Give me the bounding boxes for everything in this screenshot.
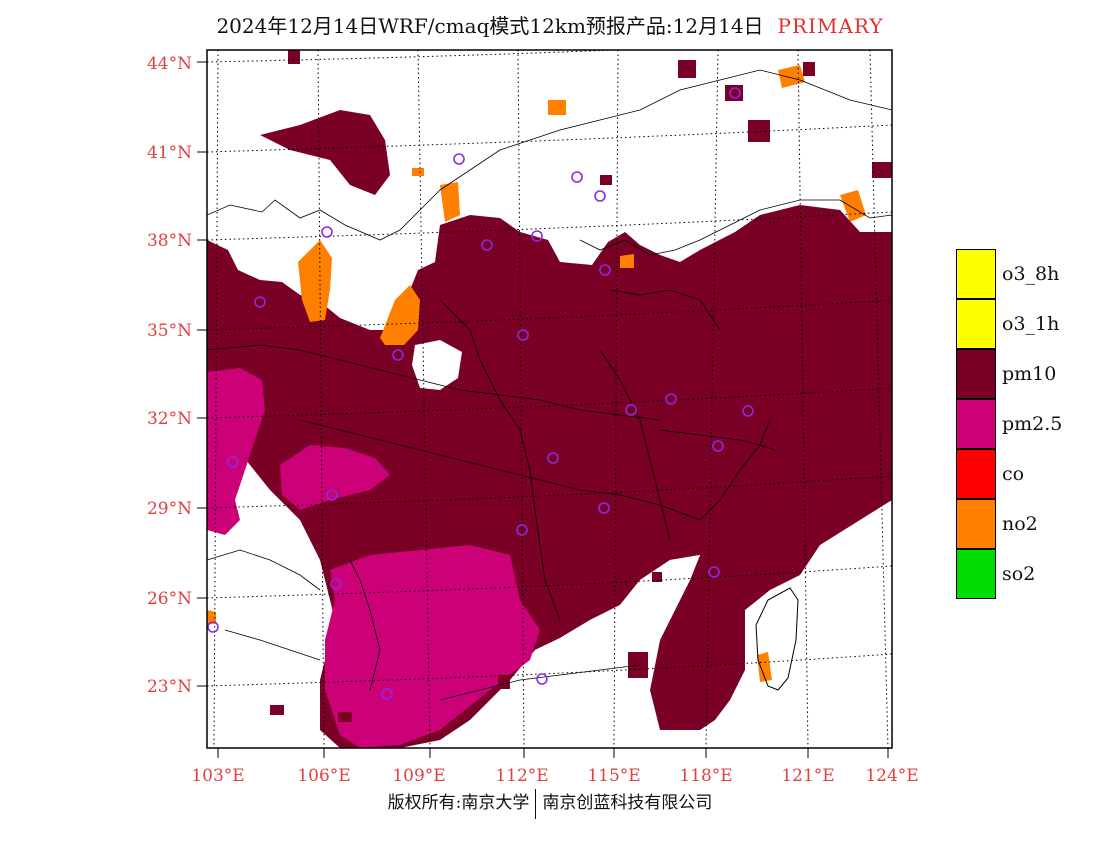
title-main: 2024年12月14日WRF/cmaq模式12km预报产品:12月14日 [216, 14, 764, 38]
boundaries [207, 69, 892, 701]
legend-label: no2 [1002, 513, 1038, 535]
taiwan-outline [755, 587, 799, 691]
legend-label: pm10 [1002, 363, 1057, 385]
pm25-west-region [207, 368, 265, 535]
legend-swatch [956, 499, 996, 549]
lon-label-115: 115°E [587, 766, 641, 786]
lat-label-44: 44°N [146, 54, 192, 74]
lat-label-29: 29°N [146, 499, 192, 519]
legend-swatch [956, 349, 996, 399]
clean-area-coast [535, 555, 700, 690]
lon-label-112: 112°E [495, 766, 549, 786]
lat-label-41: 41°N [146, 143, 192, 163]
legend-label: pm2.5 [1002, 413, 1063, 435]
lon-label-109: 109°E [392, 766, 446, 786]
station-markers [207, 87, 754, 700]
lat-label-35: 35°N [146, 321, 192, 341]
footer-separator [535, 788, 537, 819]
lat-label-38: 38°N [146, 231, 192, 251]
pm10-scatter [270, 50, 892, 722]
copyright-right: 南京创蓝科技有限公司 [542, 793, 713, 813]
lat-label-26: 26°N [146, 589, 192, 609]
legend-swatch [956, 399, 996, 449]
legend-label: so2 [1002, 563, 1036, 585]
legend-label: co [1002, 463, 1025, 485]
lon-label-118: 118°E [679, 766, 733, 786]
lon-label-106: 106°E [297, 766, 351, 786]
legend-swatch [956, 449, 996, 499]
legend-swatch [956, 249, 996, 299]
copyright-footer: 版权所有:南京大学 南京创蓝科技有限公司 [0, 788, 1100, 819]
legend-label: o3_8h [1002, 263, 1060, 285]
map-title: 2024年12月14日WRF/cmaq模式12km预报产品:12月14日 PRIM… [0, 10, 1100, 39]
copyright-left: 版权所有:南京大学 [387, 793, 530, 813]
lat-label-23: 23°N [146, 677, 192, 697]
lon-label-124: 124°E [865, 766, 919, 786]
clean-area-north [412, 340, 462, 390]
lat-label-32: 32°N [146, 409, 192, 429]
lon-label-121: 121°E [781, 766, 835, 786]
pm25-south-region [325, 545, 540, 748]
pm25-central-region [280, 445, 390, 510]
legend-swatch [956, 299, 996, 349]
tick-marks [197, 61, 889, 758]
map-content [207, 50, 892, 748]
no2-patches [207, 65, 866, 682]
pm10-north-blob [260, 110, 390, 195]
legend-swatch [956, 549, 996, 599]
map-frame [206, 49, 893, 749]
title-primary-tag: PRIMARY [777, 14, 884, 38]
lon-label-103: 103°E [191, 766, 245, 786]
legend-label: o3_1h [1002, 313, 1060, 335]
